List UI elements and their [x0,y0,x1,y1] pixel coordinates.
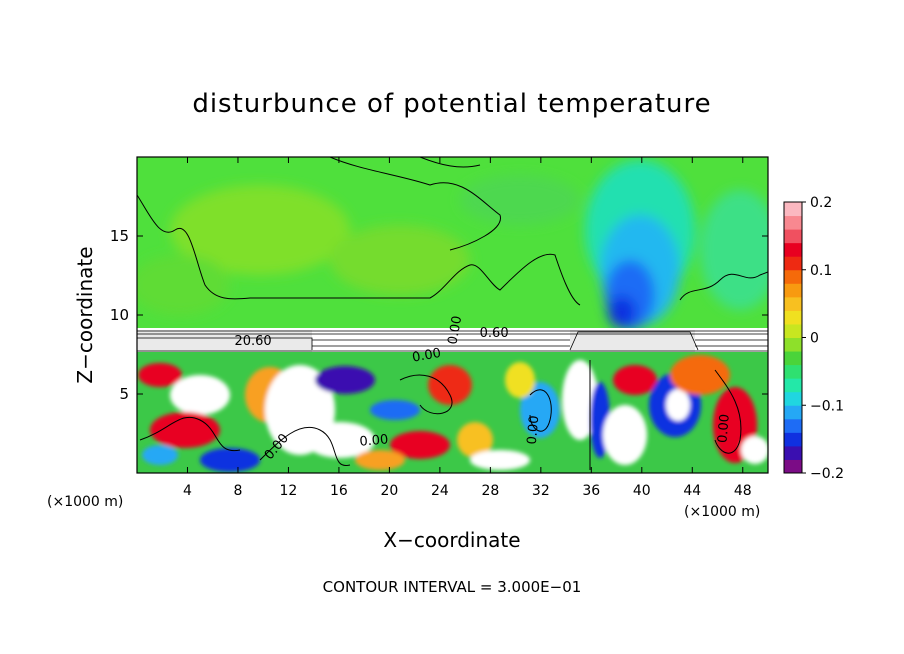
colorbar-tick-label: −0.1 [810,398,844,414]
colorbar-swatch [784,351,802,366]
colorbar-swatch [784,364,802,379]
colorbar-tick-label: 0.2 [810,195,832,211]
contour-interval-note: CONTOUR INTERVAL = 3.000E−01 [323,578,582,596]
colorbar-swatch [784,256,802,271]
colorbar-swatch [784,418,802,433]
y-axis: 5 10 15 [110,227,768,403]
x-tick-label: 20 [380,483,398,499]
x-tick-label: 8 [233,483,242,499]
colorbar-swatch [784,378,802,393]
colorbar-swatch [784,337,802,352]
x-axis: 4 8 12 16 20 24 28 32 36 40 44 48 [183,157,752,499]
colorbar-tick-label: −0.2 [810,466,844,482]
y-tick-label: 10 [110,306,129,324]
colorbar-swatch [784,283,802,298]
x-tick-label: 28 [481,483,499,499]
contour-label: 0.00 [445,315,465,346]
colorbar-swatch [784,242,802,257]
x-tick-label: 12 [280,483,298,499]
colorbar-swatch [784,432,802,447]
contour-label: 0.00 [411,346,442,366]
colorbar-tick-label: 0.1 [810,263,832,279]
colorbar-swatch [784,202,802,217]
colorbar-swatch [784,296,802,311]
colorbar-swatch [784,323,802,338]
x-tick-label: 36 [582,483,600,499]
colorbar-tick-label: 0 [810,331,819,347]
x-unit-right: (×1000 m) [684,504,760,520]
x-tick-label: 4 [183,483,192,499]
x-tick-label: 44 [683,483,701,499]
contour-label: 0.00 [525,415,542,445]
colorbar-swatch [784,229,802,244]
colorbar-swatch [784,310,802,325]
colorbar-swatch [784,215,802,230]
x-tick-label: 48 [734,483,752,499]
contour-label: 0.60 [480,326,509,341]
colorbar-swatch [784,391,802,406]
colorbar-swatch [784,445,802,460]
colorbar: 0.2 0.1 0 −0.1 −0.2 [783,195,844,482]
x-unit-left: (×1000 m) [47,494,123,510]
y-tick-label: 5 [119,385,129,403]
x-tick-label: 24 [431,483,449,499]
x-tick-label: 16 [330,483,348,499]
chart-title: disturbunce of potential temperature [192,89,711,119]
colorbar-swatch [784,269,802,284]
plot-area [137,157,768,473]
colorbar-swatch [784,459,802,474]
y-tick-label: 15 [110,227,129,245]
y-axis-label: Z−coordinate [73,246,97,383]
contour-label: 0.00 [359,432,389,449]
x-axis-label: X−coordinate [383,528,520,552]
contour-label: 0.00 [715,413,732,443]
colorbar-swatch [784,405,802,420]
x-tick-label: 32 [532,483,550,499]
contour-label: 20.60 [234,334,271,349]
x-tick-label: 40 [633,483,651,499]
